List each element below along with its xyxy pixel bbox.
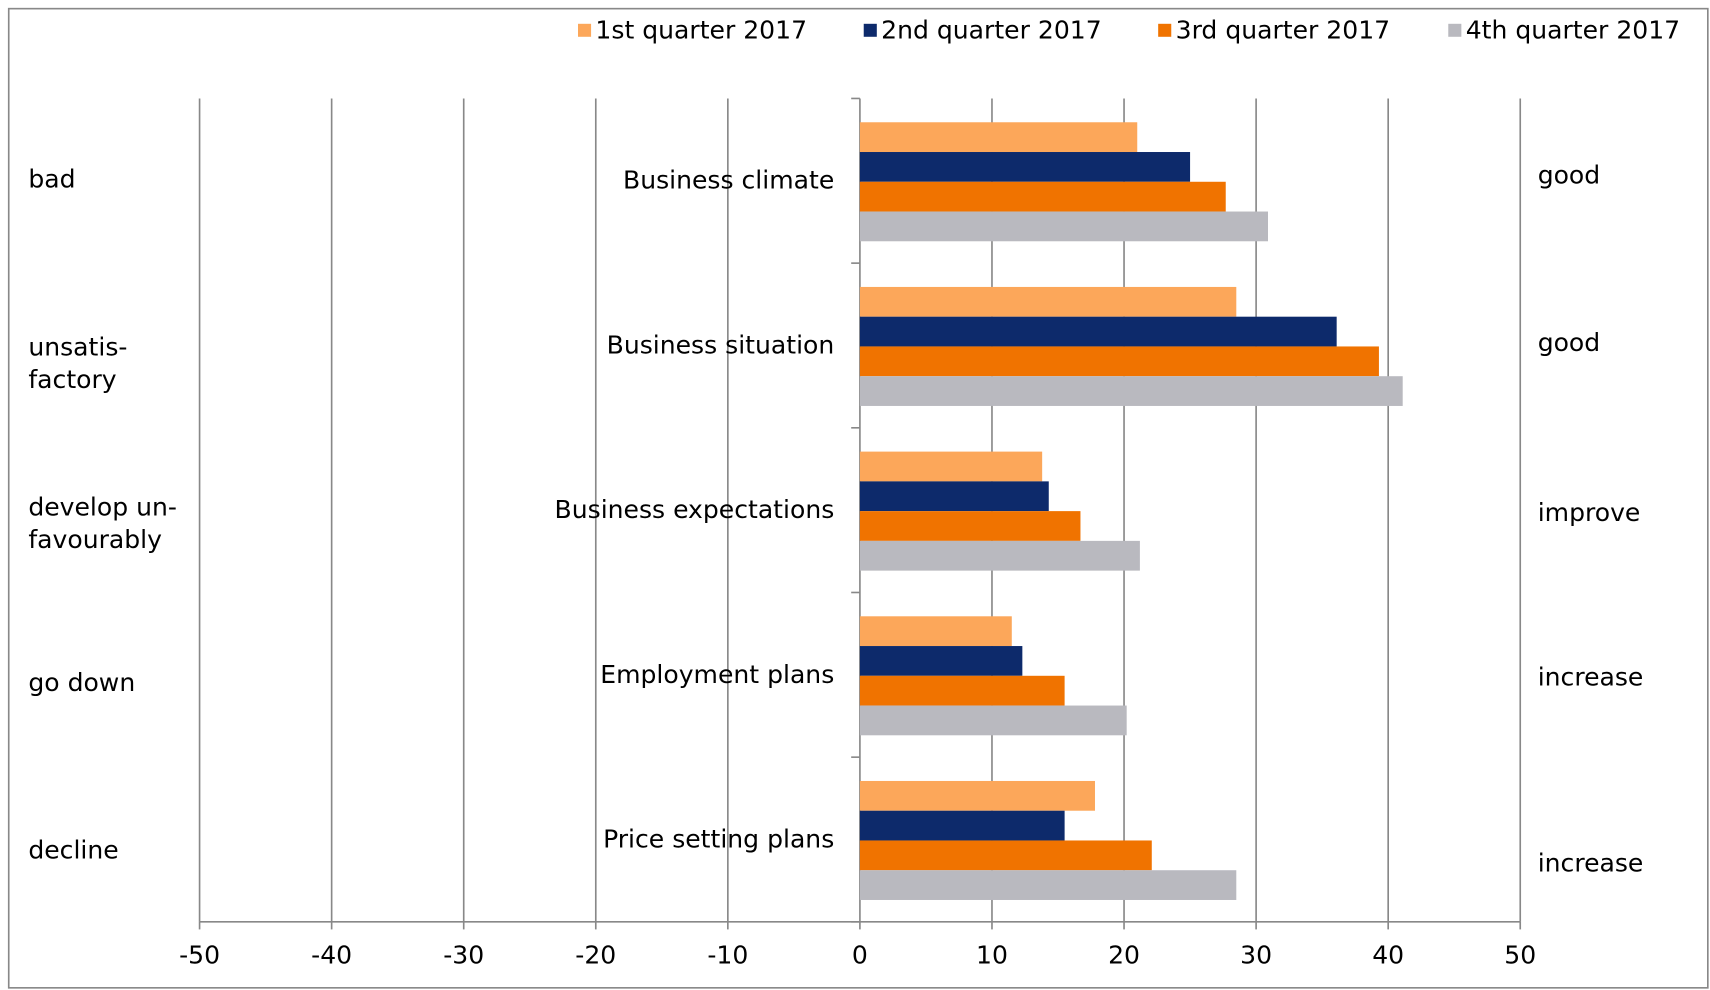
left-label: go down	[28, 668, 135, 697]
x-tick-label: 20	[1108, 941, 1140, 970]
category-label: Business climate	[623, 166, 834, 195]
bar	[859, 481, 1049, 512]
x-tick-label: 30	[1240, 941, 1272, 970]
bar	[859, 122, 1138, 153]
bar	[859, 181, 1226, 212]
left-label: favourably	[28, 525, 162, 554]
x-tick-label: -40	[311, 941, 352, 970]
chart-frame	[7, 7, 1709, 989]
right-label: increase	[1538, 849, 1644, 878]
bar	[859, 646, 1023, 676]
bar	[859, 511, 1081, 541]
right-label: improve	[1538, 498, 1641, 527]
bar	[859, 810, 1065, 841]
legend-swatch	[1448, 23, 1462, 37]
bar	[859, 346, 1379, 377]
bar	[859, 451, 1043, 482]
left-label: bad	[28, 165, 75, 194]
category-label: Employment plans	[600, 660, 834, 689]
legend-label: 2nd quarter 2017	[881, 15, 1102, 44]
x-tick-label: 40	[1372, 941, 1404, 970]
bar	[859, 286, 1237, 317]
bar	[859, 211, 1268, 242]
right-label: good	[1538, 328, 1601, 357]
left-label: factory	[28, 365, 116, 394]
bar	[859, 152, 1191, 182]
bar	[859, 840, 1152, 871]
bar	[859, 540, 1140, 571]
bar	[859, 675, 1065, 706]
category-label: Business situation	[607, 331, 835, 360]
bar	[859, 316, 1337, 347]
bar	[859, 376, 1403, 406]
bar	[859, 780, 1095, 811]
x-tick-label: -50	[179, 941, 220, 970]
legend-label: 3rd quarter 2017	[1176, 15, 1390, 44]
legend-swatch	[1158, 23, 1172, 37]
left-label: decline	[28, 836, 118, 865]
x-tick-label: -10	[707, 941, 748, 970]
bar	[859, 705, 1127, 736]
bar	[859, 870, 1237, 900]
right-label: increase	[1538, 662, 1644, 691]
right-label: good	[1538, 160, 1601, 189]
left-label: develop un-	[28, 493, 177, 522]
x-tick-label: -30	[443, 941, 484, 970]
x-tick-label: 0	[852, 941, 868, 970]
legend-label: 4th quarter 2017	[1466, 15, 1680, 44]
x-tick-label: 10	[976, 941, 1008, 970]
legend-swatch	[577, 23, 592, 37]
x-tick-label: 50	[1504, 941, 1536, 970]
category-label: Price setting plans	[603, 825, 834, 854]
legend-swatch	[863, 23, 877, 37]
left-label: unsatis-	[28, 332, 127, 361]
category-label: Business expectations	[555, 495, 835, 524]
bar	[859, 616, 1012, 647]
legend-label: 1st quarter 2017	[595, 15, 807, 44]
x-tick-label: -20	[575, 941, 616, 970]
